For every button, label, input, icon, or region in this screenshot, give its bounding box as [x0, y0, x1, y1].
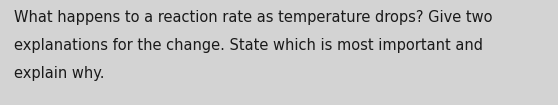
Text: explanations for the change. State which is most important and: explanations for the change. State which…: [14, 38, 483, 53]
Text: explain why.: explain why.: [14, 66, 104, 81]
Text: What happens to a reaction rate as temperature drops? Give two: What happens to a reaction rate as tempe…: [14, 10, 493, 25]
